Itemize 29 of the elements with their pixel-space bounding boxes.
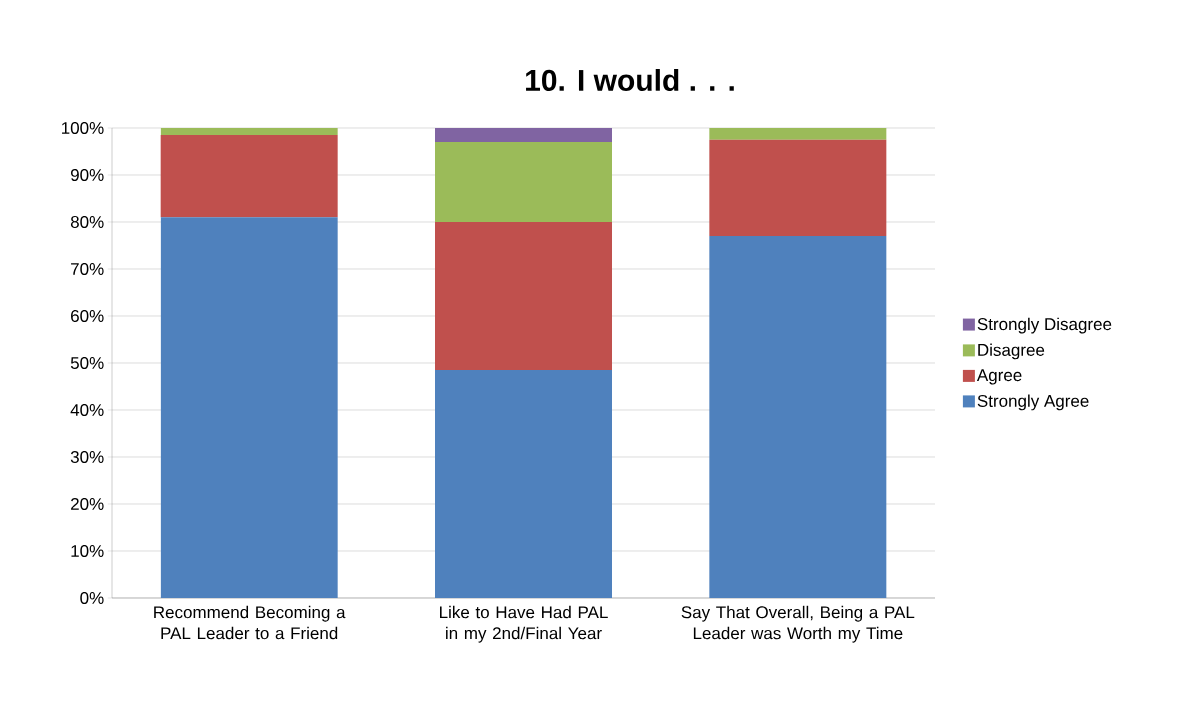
y-tick-label: 90%	[70, 168, 104, 182]
bar	[435, 221, 613, 371]
bar	[709, 139, 887, 237]
y-tick-label: 100%	[62, 121, 104, 135]
legend-label: Disagree	[978, 343, 1045, 360]
bar	[435, 142, 613, 222]
bar	[160, 217, 338, 598]
x-tick-label: Say That Overall, Being a PAL Leader was Worth my Time	[681, 605, 915, 643]
legend-label: Strongly Agree	[977, 394, 1089, 411]
legend-label: Strongly Disagree	[977, 317, 1112, 334]
x-tick-label: Recommend Becoming a PAL Leader to a Friend	[154, 605, 346, 640]
y-tick-label: 0%	[80, 591, 104, 605]
y-tick-label: 60%	[71, 309, 104, 323]
bar	[160, 135, 338, 218]
y-tick-label: 40%	[70, 403, 104, 417]
bar	[435, 127, 613, 143]
y-tick-label: 10%	[71, 544, 104, 558]
y-tick-label: 20%	[71, 497, 104, 511]
x-tick-label: Like to Have Had PAL in my 2nd/Final Year	[440, 605, 608, 643]
chart-title: 10. I would . . .	[526, 68, 734, 92]
legend-label: Agree	[976, 369, 1022, 385]
bar	[709, 236, 887, 598]
y-tick-label: 30%	[70, 450, 104, 464]
bar	[435, 370, 613, 598]
y-tick-label: 70%	[71, 262, 104, 276]
y-tick-label: 80%	[70, 215, 104, 229]
bar	[160, 127, 338, 136]
y-tick-label: 50%	[70, 356, 104, 370]
bar	[709, 127, 887, 140]
